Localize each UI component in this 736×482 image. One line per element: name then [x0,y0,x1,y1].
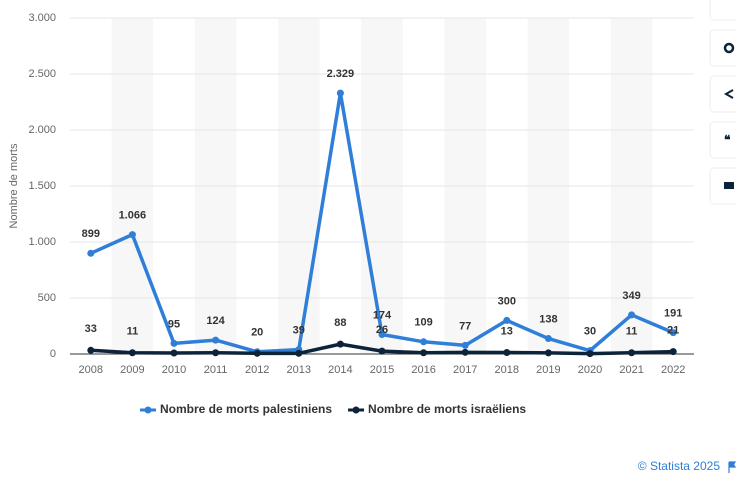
value-label: 174 [373,309,392,321]
value-label: 20 [251,327,263,339]
x-tick-label: 2016 [411,364,435,376]
x-tick-label: 2012 [245,364,269,376]
point [212,336,220,344]
value-label: 33 [85,323,97,335]
y-tick-label: 1.500 [28,180,56,192]
x-tick-label: 2020 [578,364,602,376]
value-label: 300 [498,295,516,307]
x-tick-label: 2018 [495,364,519,376]
x-tick-label: 2014 [328,364,352,376]
credit[interactable]: © Statista 2025 [638,459,721,473]
value-label: 30 [584,326,596,338]
x-tick-label: 2008 [79,364,103,376]
y-tick-label: 0 [50,348,56,360]
point [170,339,178,347]
point [628,349,636,357]
y-tick-label: 3.000 [28,12,56,24]
legend-label: Nombre de morts palestiniens [160,402,332,416]
y-tick-label: 500 [38,292,56,304]
point [378,331,386,339]
quote-icon: ❝ [724,133,731,147]
point [669,348,677,356]
x-tick-label: 2015 [370,364,394,376]
tool-button[interactable] [709,0,736,21]
point [295,349,303,357]
legend-item[interactable]: Nombre de morts palestiniens [140,402,332,416]
x-tick-label: 2009 [120,364,144,376]
point [544,335,552,343]
value-label: 2.329 [327,68,355,80]
point [170,349,178,357]
value-label: 899 [82,228,100,240]
x-tick-label: 2021 [619,364,643,376]
value-label: 39 [293,325,305,337]
value-label: 1.066 [119,210,147,222]
value-label: 138 [539,313,557,325]
x-tick-label: 2022 [661,364,685,376]
plot: 899 1.066 95 124 20 39 2.329 174 109 77 300 138 30 34… [82,68,682,358]
x-tick-label: 2010 [162,364,186,376]
legend-marker [144,406,152,414]
value-label: 88 [334,317,346,329]
value-label: 77 [459,320,471,332]
point [336,89,344,97]
value-label: 11 [626,326,638,338]
point [461,348,469,356]
legend-label: Nombre de morts israëliens [368,402,526,416]
value-label: 11 [127,326,139,338]
value-label: 21 [667,325,679,337]
point [212,349,220,357]
tool-button[interactable] [709,29,736,67]
value-label: 13 [501,325,513,337]
legend-marker [352,406,360,414]
x-tick-label: 2013 [287,364,311,376]
value-label: 26 [376,324,388,336]
point [420,349,428,357]
value-label: 95 [168,318,180,330]
share-icon [723,89,734,99]
toolbar: ❝ [709,0,736,205]
point [420,338,428,346]
y-tick-label: 2.000 [28,124,56,136]
point [544,349,552,357]
point [503,349,511,357]
point [253,349,261,357]
x-tick-label: 2011 [204,364,228,376]
y-tick-label: 1.000 [28,236,56,248]
x-tick-label: 2017 [453,364,477,376]
x-tick-label: 2019 [536,364,560,376]
legend-item[interactable]: Nombre de morts israëliens [348,402,526,416]
point [128,231,136,239]
y-axis-label: Nombre de morts [8,143,20,228]
value-label: 124 [206,315,225,327]
print-icon [724,182,734,189]
gear-icon [723,42,735,54]
point [87,346,95,354]
value-label: 109 [414,317,432,329]
tool-button[interactable] [709,75,736,113]
flag-icon [728,461,736,473]
value-label: 349 [622,290,640,302]
point [128,349,136,357]
tool-button[interactable] [709,121,736,159]
point [503,316,511,324]
point [378,347,386,355]
y-tick-label: 2.500 [28,68,56,80]
point [669,329,677,337]
point [461,341,469,349]
point [87,249,95,257]
value-label: 191 [664,308,682,320]
point [628,311,636,319]
point [586,350,594,358]
tool-button[interactable] [709,167,736,205]
point [336,340,344,348]
